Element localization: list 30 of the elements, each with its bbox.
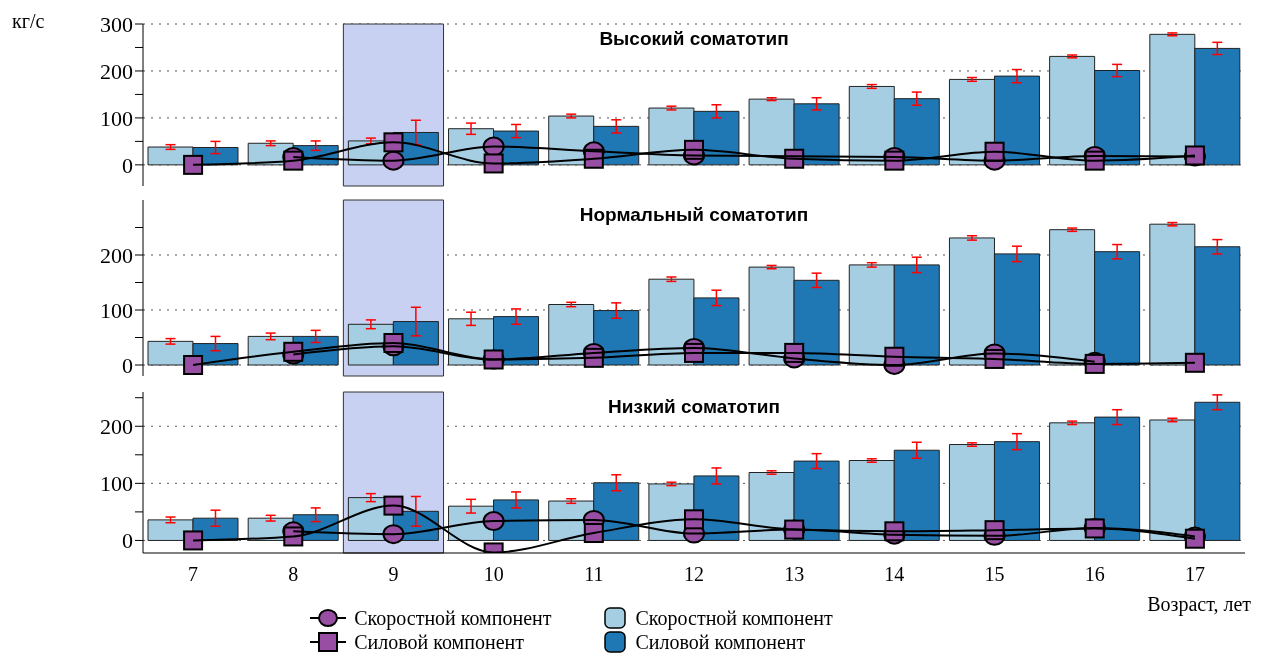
chart-title: Нормальный соматотип xyxy=(578,204,810,226)
x-tick-label: 17 xyxy=(1184,563,1205,586)
chart-title: Низкий соматотип xyxy=(607,396,781,418)
y-tick-label: 200 xyxy=(100,242,133,268)
x-tick-label: 12 xyxy=(684,563,704,586)
x-axis-title: Возраст, лет xyxy=(1147,593,1251,615)
legend-label: Скоростной компонент xyxy=(354,606,552,630)
y-tick-label: 0 xyxy=(122,152,133,178)
x-tick-label: 15 xyxy=(984,563,1005,586)
legend-label: Силовой компонент xyxy=(635,630,806,654)
y-tick-label: 300 xyxy=(100,11,133,37)
x-tick-label: 7 xyxy=(188,563,199,586)
x-tick-label: 16 xyxy=(1084,563,1105,586)
y-tick-label: 100 xyxy=(100,297,133,323)
x-tick-label: 9 xyxy=(388,563,399,586)
y-tick-label: 0 xyxy=(122,352,133,378)
legend-label: Скоростной компонент xyxy=(635,606,833,630)
y-tick-label: 100 xyxy=(100,105,133,131)
y-tick-label: 200 xyxy=(100,58,133,84)
y-tick-label: 100 xyxy=(100,471,133,497)
x-tick-label: 10 xyxy=(483,563,504,586)
x-tick-label: 13 xyxy=(784,563,805,586)
legend-label: Силовой компонент xyxy=(354,630,524,654)
x-tick-label: 11 xyxy=(584,563,604,586)
y-tick-label: 200 xyxy=(100,414,133,440)
x-tick-label: 14 xyxy=(884,563,905,586)
y-tick-label: 0 xyxy=(122,528,133,554)
chart-title: Высокий соматотип xyxy=(598,28,790,50)
y-axis-title: кг/с xyxy=(12,10,45,33)
x-tick-label: 8 xyxy=(288,563,299,586)
